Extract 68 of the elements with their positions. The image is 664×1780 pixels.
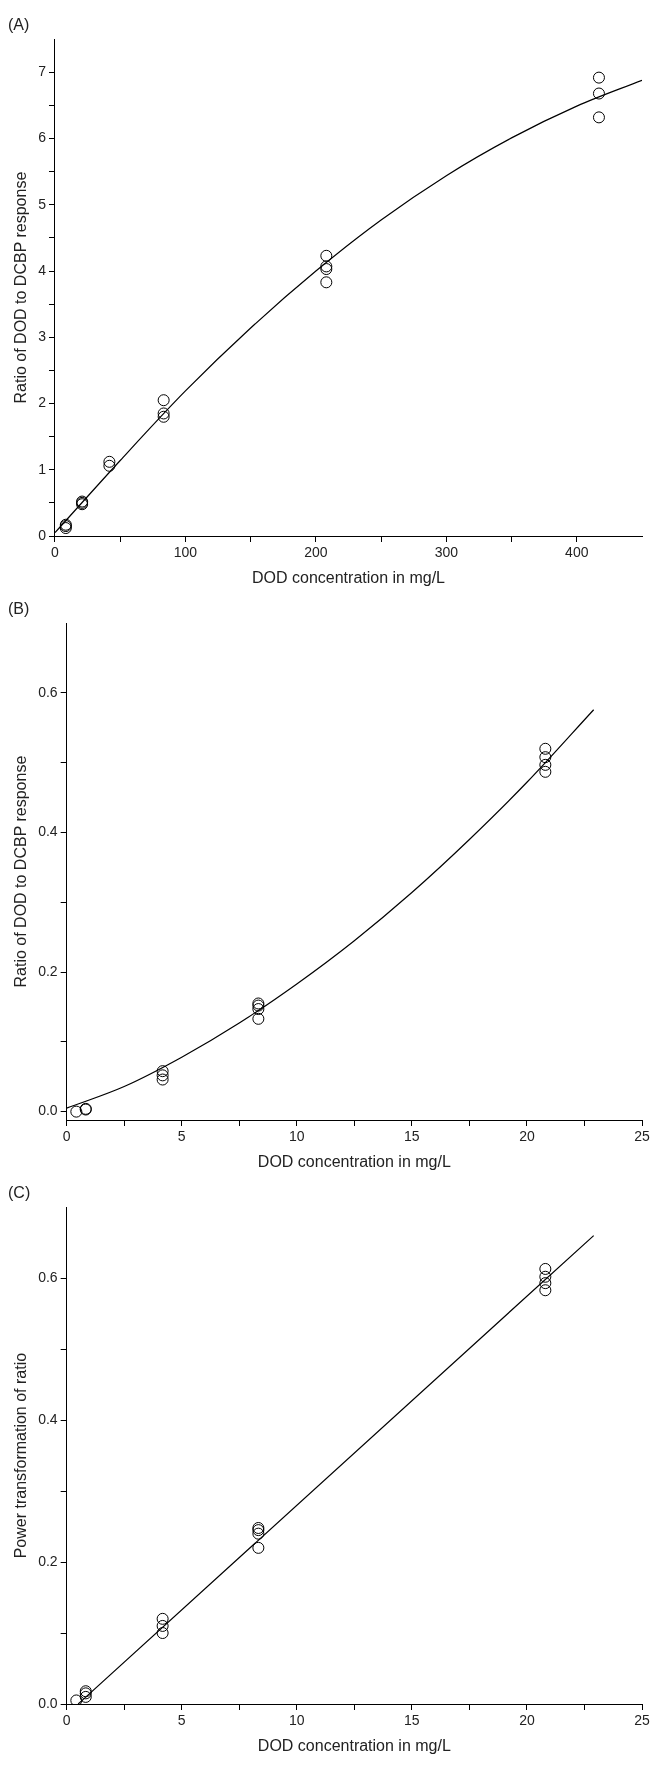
- y-tick-label: 0.2: [38, 1552, 58, 1569]
- y-tick-label: 0.2: [38, 962, 58, 979]
- x-tick-label: 15: [404, 1712, 420, 1729]
- point: [103, 459, 116, 472]
- chart-title: (B): [8, 600, 30, 618]
- y-axis-title: Ratio of DOD to DCBP response: [12, 171, 30, 404]
- point: [539, 751, 552, 764]
- point: [252, 1541, 265, 1554]
- x-tick-label: 0: [62, 1128, 71, 1145]
- x-axis-title: DOD concentration in mg/L: [257, 1736, 451, 1754]
- point: [252, 1003, 265, 1016]
- x-tick-label: 25: [634, 1128, 650, 1145]
- y-tick-label: 0.6: [38, 683, 58, 700]
- y-tick-label: 0.0: [38, 1102, 58, 1119]
- y-tick-label: 0.0: [38, 1694, 58, 1711]
- y-tick-label: 5: [38, 195, 47, 212]
- point: [70, 1694, 83, 1704]
- point: [592, 71, 605, 84]
- x-tick-label: 5: [177, 1712, 186, 1729]
- x-tick-label: 100: [173, 544, 198, 561]
- point: [592, 87, 605, 100]
- point: [539, 765, 552, 778]
- x-axis-title: DOD concentration in mg/L: [252, 568, 446, 586]
- point: [539, 758, 552, 771]
- y-tick-label: 4: [38, 261, 47, 278]
- x-axis-title: DOD concentration in mg/L: [257, 1152, 451, 1170]
- point: [539, 742, 552, 755]
- point: [156, 1612, 169, 1625]
- x-tick-label: 10: [289, 1712, 305, 1729]
- y-tick-label: 0: [38, 526, 47, 543]
- point: [252, 1012, 265, 1025]
- y-tick-label: 1: [38, 460, 47, 477]
- x-tick-label: 0: [62, 1712, 71, 1729]
- x-tick-label: 400: [565, 544, 589, 561]
- point: [539, 1262, 552, 1275]
- x-tick-label: 20: [519, 1128, 535, 1145]
- point: [156, 1627, 169, 1640]
- point: [156, 1069, 169, 1082]
- y-tick-label: 0.6: [38, 1269, 58, 1286]
- x-tick-label: 300: [434, 544, 459, 561]
- chart-title: (A): [8, 16, 30, 34]
- point: [539, 1270, 552, 1283]
- y-axis-title: Power transformation of ratio: [12, 1352, 30, 1559]
- y-axis-title: Ratio of DOD to DCBP response: [12, 755, 30, 988]
- y-tick-label: 0.4: [38, 823, 58, 840]
- y-tick-label: 7: [38, 63, 47, 80]
- x-tick-label: 25: [634, 1712, 650, 1729]
- x-tick-label: 15: [404, 1128, 420, 1145]
- point: [320, 276, 333, 289]
- y-tick-label: 2: [38, 394, 47, 411]
- point: [539, 1277, 552, 1290]
- x-tick-label: 200: [304, 544, 328, 561]
- x-tick-label: 10: [289, 1128, 305, 1145]
- y-tick-label: 6: [38, 129, 47, 146]
- x-tick-label: 5: [177, 1128, 186, 1145]
- point: [539, 1284, 552, 1297]
- y-tick-label: 3: [38, 328, 47, 345]
- point: [156, 1619, 169, 1632]
- point: [156, 1073, 169, 1086]
- x-tick-label: 20: [519, 1712, 535, 1729]
- chart-title: (C): [8, 1184, 31, 1202]
- point: [157, 394, 170, 407]
- point: [103, 455, 116, 468]
- point: [70, 1105, 83, 1118]
- point: [320, 249, 333, 262]
- point: [592, 111, 605, 124]
- y-tick-label: 0.4: [38, 1410, 58, 1427]
- point: [156, 1065, 169, 1078]
